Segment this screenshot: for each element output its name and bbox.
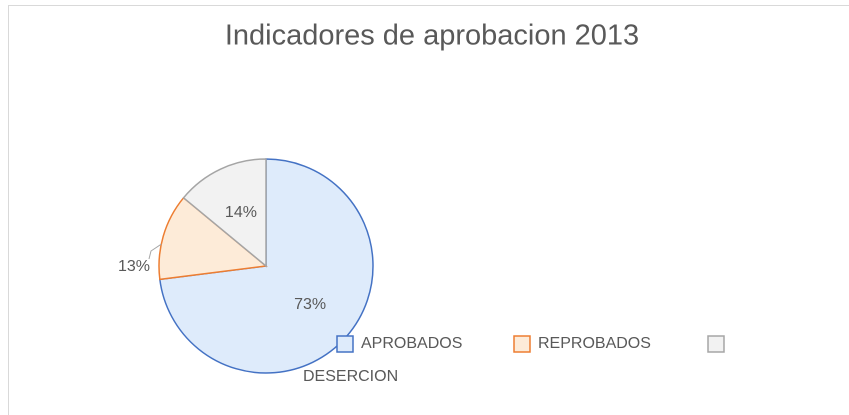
data-label: 73% <box>294 296 326 313</box>
leader-line <box>148 243 162 260</box>
pie-slice <box>158 196 268 281</box>
legend-label: DESERCION <box>303 368 398 385</box>
legend-swatch <box>707 335 725 353</box>
chart-title: Indicadores de aprobacion 2013 <box>225 20 639 52</box>
pie-slice <box>182 158 267 268</box>
legend-swatch <box>513 335 531 353</box>
data-label: 14% <box>225 204 257 221</box>
legend-swatch <box>336 335 354 353</box>
legend-label: REPROBADOS <box>538 335 651 352</box>
chart-area <box>8 5 849 415</box>
data-label: 13% <box>118 258 150 275</box>
legend-label: APROBADOS <box>361 335 462 352</box>
